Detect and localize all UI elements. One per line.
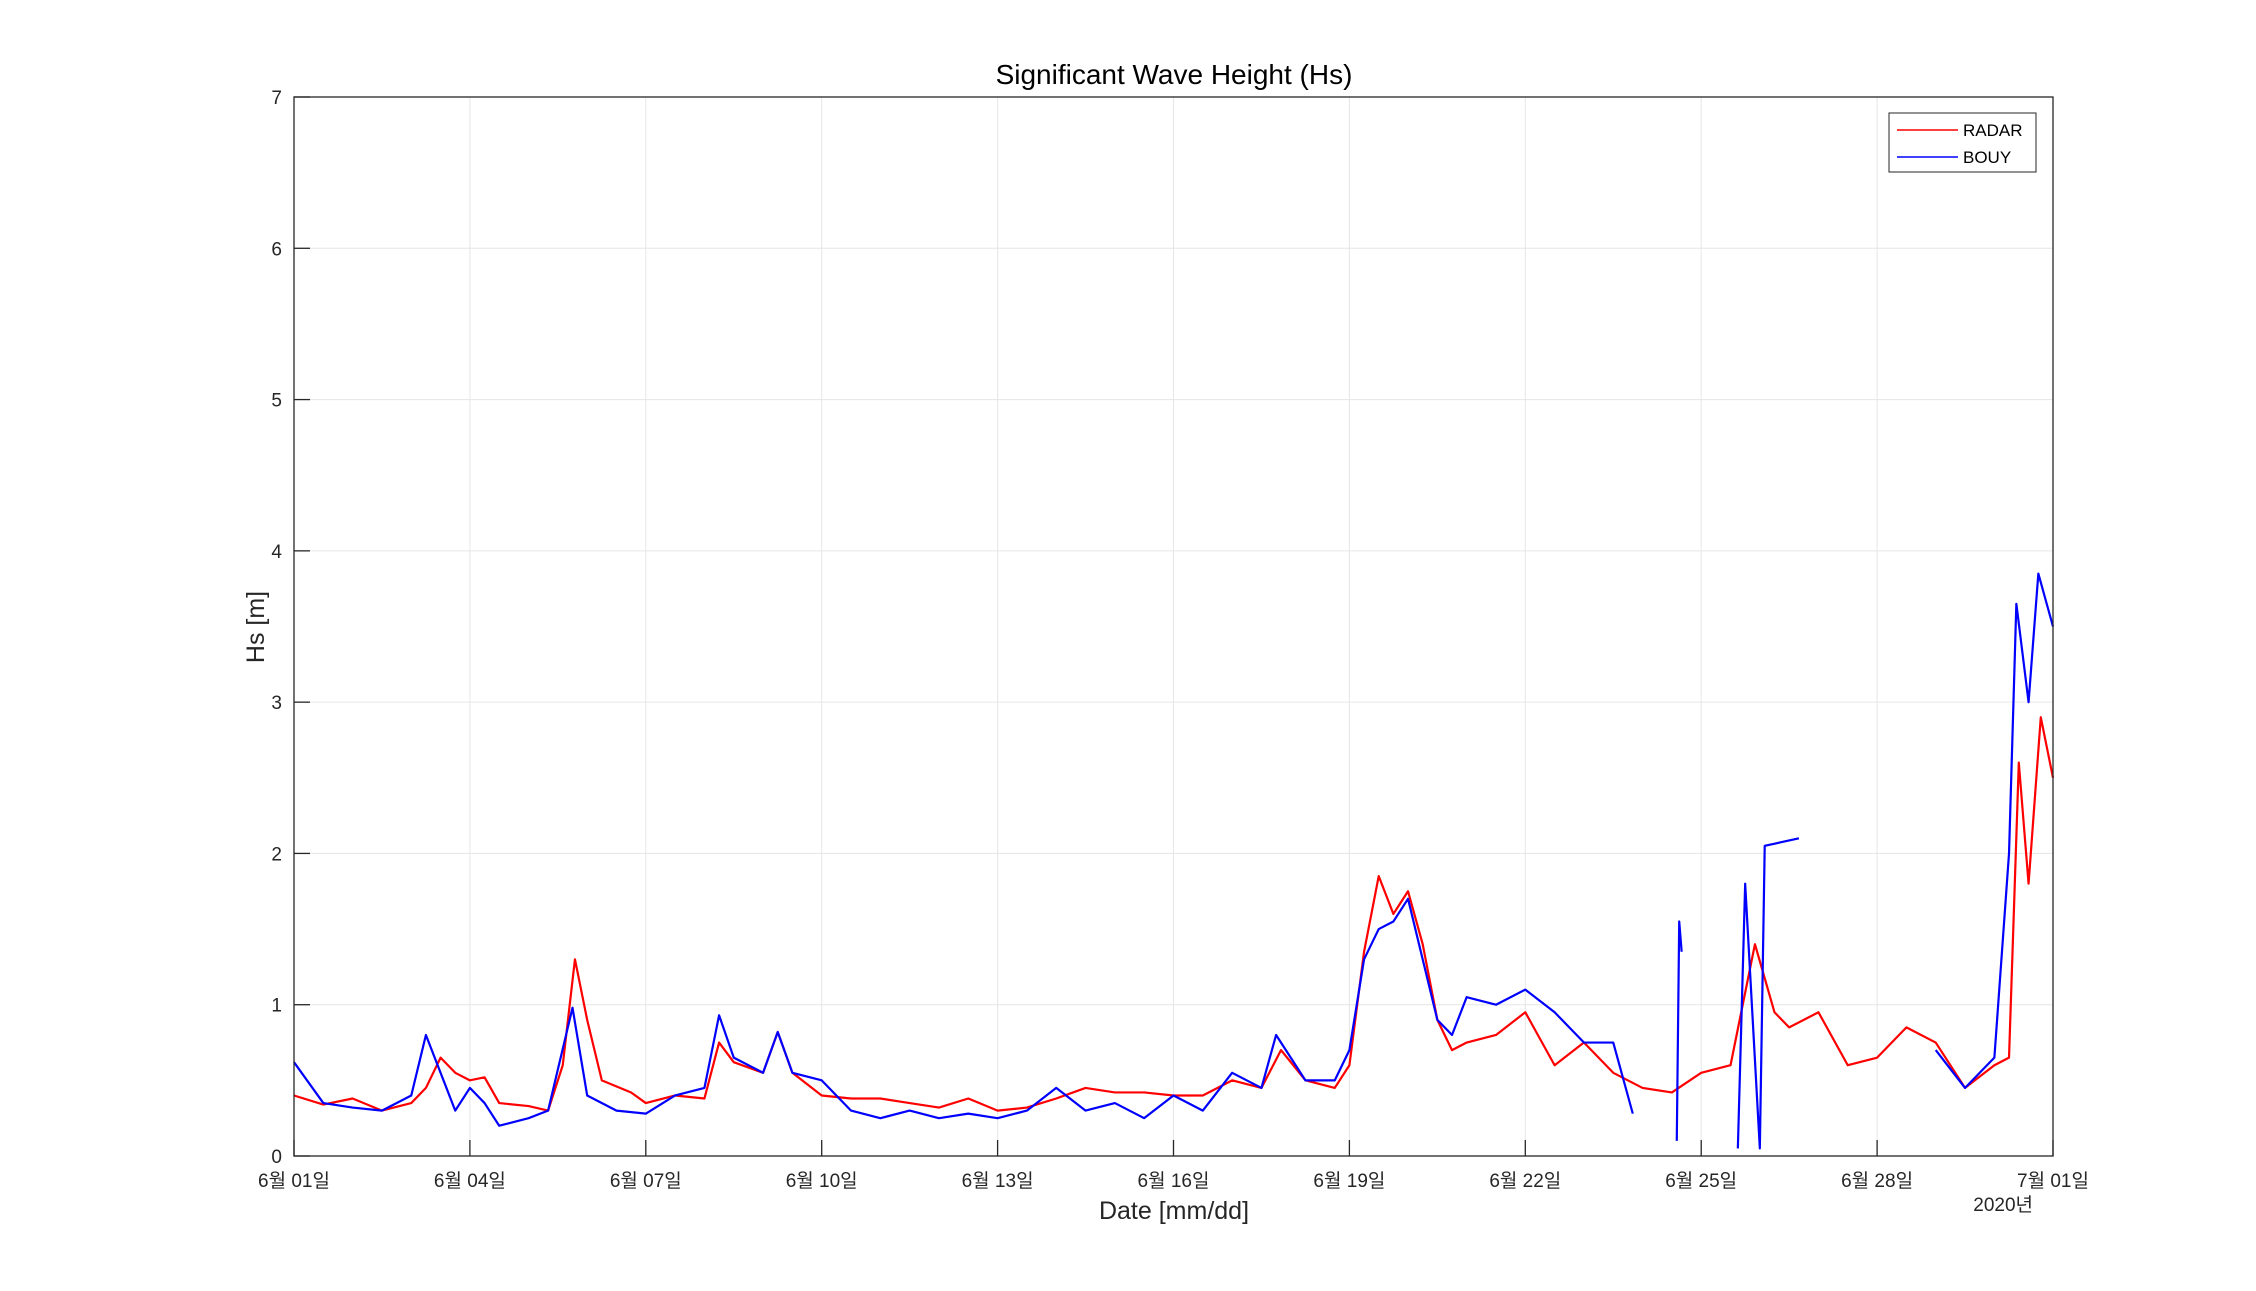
y-tick-labels: 0 1 2 3 4 5 6 7 [271,88,282,1168]
x-tick-label: 6월 16일 [1138,1170,1210,1192]
y-tick-label: 7 [271,88,282,109]
legend: RADAR BOUY [1888,112,2037,173]
x-tick-label: 6월 04일 [434,1170,506,1192]
y-tick-label: 5 [271,391,282,412]
legend-box [1888,112,2037,173]
x-axis-label: Date [mm/dd] [1099,1197,1249,1225]
bouy-series-line [1934,572,2055,1090]
x-tick-label: 6월 28일 [1841,1170,1913,1192]
y-tick-label: 4 [271,542,282,563]
bouy-series-line [293,897,1634,1127]
x-tick-label: 6월 10일 [786,1170,858,1192]
x-tick-label: 6월 07일 [610,1170,682,1192]
y-tick-label: 3 [271,693,282,714]
legend-label-radar: RADAR [1963,121,2023,140]
bouy-series-line [1675,920,1683,1141]
y-axis-label: Hs [m] [242,591,270,663]
legend-label-bouy: BOUY [1963,148,2011,167]
y-tick-label: 1 [271,996,282,1017]
x-tick-labels: 6월 01일 6월 04일 6월 07일 6월 10일 6월 13일 6월 16일 6월 1… [258,1170,2089,1192]
x-tick-label: 6월 25일 [1665,1170,1737,1192]
y-tick-label: 6 [271,239,282,260]
chart-title: Significant Wave Height (Hs) [996,59,1353,90]
y-tick-label: 0 [271,1147,282,1168]
series-layer [293,572,2055,1150]
year-label: 2020년 [1973,1194,2033,1216]
x-tick-label: 6월 13일 [962,1170,1034,1192]
y-tick-label: 2 [271,844,282,865]
axis-ticks [293,96,2054,1157]
x-tick-label: 6월 19일 [1313,1170,1385,1192]
x-tick-label: 6월 01일 [258,1170,330,1192]
radar-series-line [293,716,2055,1112]
x-tick-label: 6월 22일 [1489,1170,1561,1192]
bouy-series-line [1736,837,1800,1150]
x-tick-label: 7월 01일 [2017,1170,2089,1192]
